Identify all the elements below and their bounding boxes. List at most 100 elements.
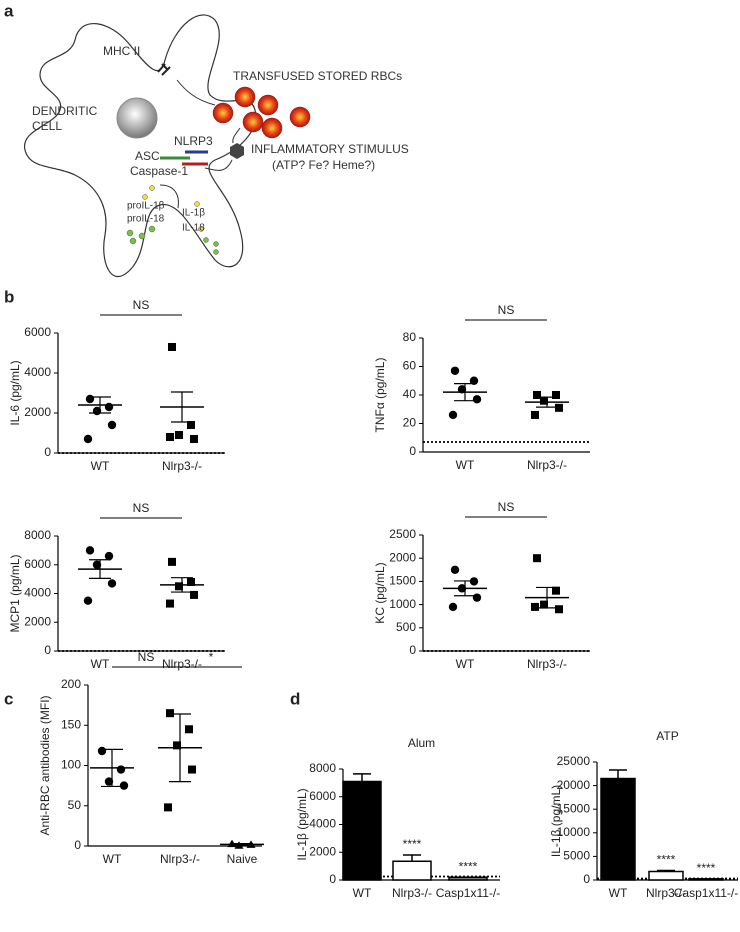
point bbox=[173, 741, 181, 750]
point bbox=[472, 593, 482, 602]
point bbox=[116, 765, 126, 774]
point bbox=[97, 746, 107, 756]
y-tick-label: 100 bbox=[61, 758, 81, 772]
panel-label: c bbox=[4, 689, 13, 708]
x-tick-label: WT bbox=[456, 657, 475, 671]
y-tick-label: 200 bbox=[61, 677, 81, 691]
x-tick-label: WT bbox=[91, 459, 110, 473]
diagram-label: MHC II bbox=[103, 44, 140, 58]
point bbox=[187, 578, 195, 586]
point bbox=[190, 435, 198, 443]
y-tick-label: 2000 bbox=[309, 844, 336, 858]
point bbox=[533, 554, 541, 563]
y-tick-label: 2000 bbox=[24, 614, 51, 628]
point bbox=[555, 605, 563, 614]
panel-label: a bbox=[4, 1, 14, 20]
point bbox=[457, 385, 467, 394]
y-axis-label: MCP1 (pg/mL) bbox=[8, 554, 22, 632]
point bbox=[168, 343, 176, 351]
y-tick-label: 4000 bbox=[24, 365, 51, 379]
y-tick-label: 0 bbox=[409, 444, 416, 458]
point bbox=[187, 421, 195, 429]
point bbox=[104, 777, 114, 786]
diagram: MHC II TRANSFUSED STORED RBCs DENDRITIC … bbox=[24, 14, 409, 278]
point bbox=[85, 546, 95, 555]
panel-label: b bbox=[4, 287, 14, 306]
diagram-label: IL-1β bbox=[182, 208, 205, 219]
y-tick-label: 4000 bbox=[309, 817, 336, 831]
diagram-label: TRANSFUSED STORED RBCs bbox=[233, 69, 402, 83]
significance-label: NS bbox=[498, 500, 515, 514]
stimulus-icon bbox=[230, 143, 244, 159]
x-tick-label: Naive bbox=[227, 852, 258, 866]
x-tick-label: WT bbox=[103, 852, 122, 866]
point bbox=[450, 565, 460, 574]
point bbox=[188, 765, 196, 774]
point bbox=[107, 420, 117, 430]
significance-label: **** bbox=[697, 861, 716, 875]
diagram-label: INFLAMMATORY STIMULUS bbox=[251, 142, 409, 156]
y-axis-label: IL-6 (pg/mL) bbox=[8, 360, 22, 425]
x-tick-label: Casp1x11-/- bbox=[674, 886, 738, 900]
y-axis-label: TNFα (pg/mL) bbox=[373, 358, 387, 433]
cytokine-dots bbox=[126, 185, 219, 255]
point bbox=[166, 433, 174, 441]
bar bbox=[648, 870, 684, 881]
y-tick-label: 0 bbox=[74, 838, 81, 852]
bar bbox=[688, 878, 724, 881]
point bbox=[107, 579, 117, 588]
x-tick-label: Nlrp3-/- bbox=[392, 886, 432, 900]
y-tick-label: 50 bbox=[68, 798, 82, 812]
y-tick-label: 0 bbox=[44, 643, 51, 657]
bar bbox=[342, 780, 382, 881]
y-tick-label: 6000 bbox=[24, 325, 51, 339]
mhc-receptor bbox=[157, 63, 171, 76]
y-tick-label: 25000 bbox=[557, 754, 591, 768]
y-axis-label: Anti-RBC antibodies (MFI) bbox=[38, 695, 52, 835]
point bbox=[555, 403, 563, 412]
x-tick-label: WT bbox=[456, 458, 475, 472]
panel-label: d bbox=[290, 689, 300, 708]
y-tick-label: 2500 bbox=[389, 527, 416, 541]
point bbox=[85, 394, 95, 404]
y-tick-label: 20000 bbox=[557, 778, 591, 792]
y-tick-label: 8000 bbox=[24, 528, 51, 542]
x-tick-label: WT bbox=[91, 657, 110, 671]
x-tick-label: WT bbox=[609, 886, 628, 900]
y-tick-label: 4000 bbox=[24, 586, 51, 600]
y-tick-label: 20 bbox=[403, 416, 417, 430]
x-tick-label: Nlrp3-/- bbox=[162, 657, 202, 671]
y-tick-label: 0 bbox=[583, 872, 590, 886]
diagram-label: IL-18 bbox=[182, 223, 205, 234]
point bbox=[83, 434, 93, 444]
point bbox=[185, 725, 193, 734]
diagram-label: ASC bbox=[135, 149, 160, 163]
x-tick-label: Nlrp3-/- bbox=[646, 886, 686, 900]
diagram-label: proIL-18 bbox=[127, 214, 165, 225]
y-tick-label: 0 bbox=[329, 872, 336, 886]
rbc-group bbox=[212, 86, 311, 139]
y-tick-label: 5000 bbox=[563, 849, 590, 863]
y-tick-label: 80 bbox=[403, 330, 417, 344]
point bbox=[104, 402, 114, 412]
x-tick-label: Nlrp3-/- bbox=[162, 459, 202, 473]
x-tick-label: Nlrp3-/- bbox=[527, 458, 567, 472]
point bbox=[104, 551, 114, 561]
cell-outline bbox=[24, 14, 257, 278]
point bbox=[164, 803, 172, 812]
point bbox=[450, 366, 460, 375]
arrow bbox=[232, 127, 241, 144]
significance-label: * bbox=[209, 650, 214, 664]
y-tick-label: 2000 bbox=[24, 405, 51, 419]
point bbox=[448, 602, 458, 612]
y-tick-label: 15000 bbox=[557, 801, 591, 815]
arrow bbox=[159, 184, 179, 209]
y-tick-label: 1000 bbox=[389, 597, 416, 611]
chart-title: Alum bbox=[408, 736, 435, 750]
nucleus bbox=[116, 97, 158, 139]
point bbox=[166, 599, 174, 608]
point bbox=[175, 431, 183, 439]
point bbox=[190, 590, 198, 599]
x-tick-label: Nlrp3-/- bbox=[527, 657, 567, 671]
